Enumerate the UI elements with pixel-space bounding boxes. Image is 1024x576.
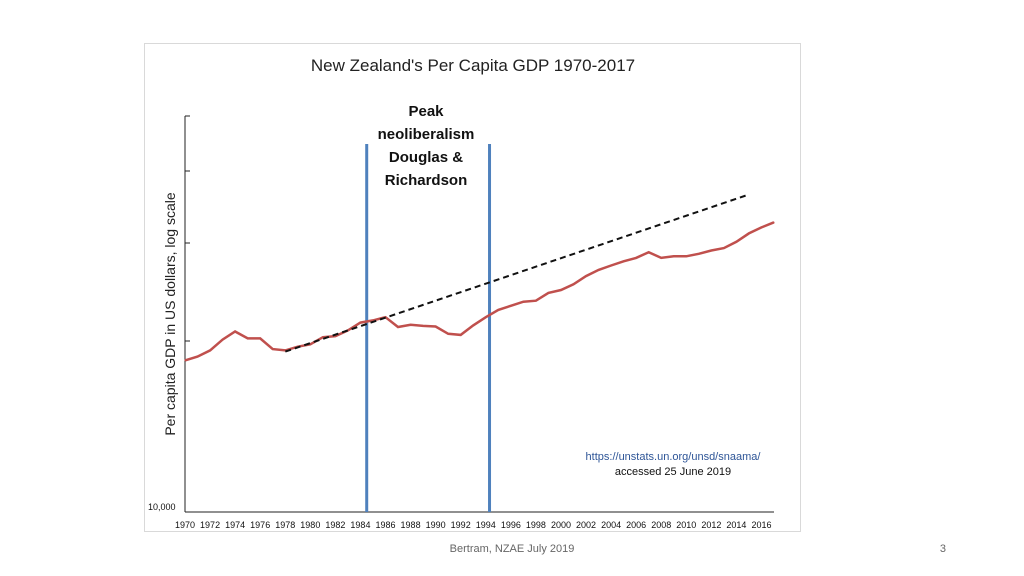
chart-svg: New Zealand's Per Capita GDP 1970-2017 P… — [148, 56, 775, 530]
data-point — [673, 255, 675, 257]
data-point — [698, 253, 700, 255]
data-point — [535, 300, 537, 302]
data-point — [359, 322, 361, 324]
data-point — [623, 260, 625, 262]
source-note: accessed 25 June 2019 — [615, 466, 731, 478]
x-tick-label: 2004 — [601, 520, 621, 530]
data-point — [410, 324, 412, 326]
data-point — [460, 334, 462, 336]
data-point — [435, 325, 437, 328]
x-tick-label: 2014 — [726, 520, 746, 530]
peak-annotation-line-1: Peak — [408, 103, 444, 120]
y-tick-labels: 10,000 — [148, 502, 176, 512]
data-point — [710, 249, 712, 252]
x-tick-label: 1982 — [325, 520, 345, 530]
x-tick-label: 1976 — [250, 520, 270, 530]
x-tick-label: 2002 — [576, 520, 596, 530]
x-tick-label: 2006 — [626, 520, 646, 530]
data-point — [447, 333, 449, 335]
vertical-markers — [365, 144, 492, 512]
data-point — [497, 309, 499, 311]
data-point — [560, 289, 562, 291]
x-tick-label: 1996 — [501, 520, 521, 530]
data-point — [735, 241, 738, 243]
chart-figure: New Zealand's Per Capita GDP 1970-2017 P… — [144, 43, 801, 532]
x-tick-label: 1998 — [526, 520, 546, 530]
data-point — [760, 226, 763, 228]
data-point — [422, 325, 424, 327]
slide-number: 3 — [939, 543, 946, 555]
y-tick-label: 10,000 — [148, 502, 176, 512]
data-point — [610, 264, 612, 267]
peak-annotation: Peak neoliberalism Douglas & Richardson — [378, 103, 475, 189]
data-point — [598, 269, 600, 271]
data-point — [522, 301, 524, 303]
x-tick-label: 1992 — [451, 520, 471, 530]
data-point — [472, 324, 474, 326]
data-point — [773, 221, 775, 223]
data-point — [196, 356, 199, 358]
data-point — [247, 337, 249, 339]
data-point — [485, 316, 487, 318]
x-tick-label: 1990 — [426, 520, 446, 530]
data-point — [585, 275, 587, 277]
y-axis-label: Per capita GDP in US dollars, log scale — [162, 192, 178, 436]
x-tick-label: 1970 — [175, 520, 195, 530]
data-point — [397, 326, 399, 328]
x-tick-label: 1988 — [401, 520, 421, 530]
data-point — [748, 232, 750, 234]
series-layer — [184, 193, 775, 362]
data-point — [723, 247, 725, 249]
slide-footer: Bertram, NZAE July 2019 — [449, 543, 575, 555]
x-tick-label: 1972 — [200, 520, 220, 530]
x-tick-label: 1974 — [225, 520, 245, 530]
data-point — [334, 335, 336, 337]
data-point — [685, 255, 687, 257]
x-tick-label: 1984 — [350, 520, 370, 530]
x-tick-label: 2000 — [551, 520, 571, 530]
data-point — [635, 257, 637, 259]
data-point — [184, 359, 186, 361]
peak-annotation-line-4: Richardson — [385, 172, 468, 189]
data-point — [259, 337, 261, 339]
x-tick-label: 1986 — [375, 520, 395, 530]
trend-line — [284, 193, 750, 353]
data-point — [272, 348, 274, 350]
data-point — [660, 257, 662, 259]
x-tick-label: 2008 — [651, 520, 671, 530]
gdp-series-line — [184, 221, 775, 362]
x-tick-label: 1994 — [476, 520, 496, 530]
x-tick-label: 2010 — [676, 520, 696, 530]
data-point — [572, 283, 575, 285]
data-point — [510, 305, 512, 307]
x-tick-label: 2016 — [751, 520, 771, 530]
peak-annotation-line-2: neoliberalism — [378, 126, 475, 143]
peak-annotation-line-3: Douglas & — [389, 149, 463, 166]
data-point — [648, 251, 650, 253]
data-point — [222, 339, 224, 341]
x-tick-label: 2012 — [701, 520, 721, 530]
data-point — [234, 330, 236, 333]
data-point — [372, 319, 374, 321]
data-point — [322, 336, 324, 338]
x-tick-label: 1980 — [300, 520, 320, 530]
axes — [184, 115, 774, 513]
source-link[interactable]: https://unstats.un.org/unsd/snaama/ — [586, 451, 762, 463]
x-tick-labels: 1970 1972 1974 1976 1978 1980 1982 1984 1986 1988… — [175, 520, 771, 530]
x-tick-label: 1978 — [275, 520, 295, 530]
data-point — [547, 292, 549, 294]
data-point — [209, 349, 211, 351]
chart-title: New Zealand's Per Capita GDP 1970-2017 — [311, 56, 635, 75]
